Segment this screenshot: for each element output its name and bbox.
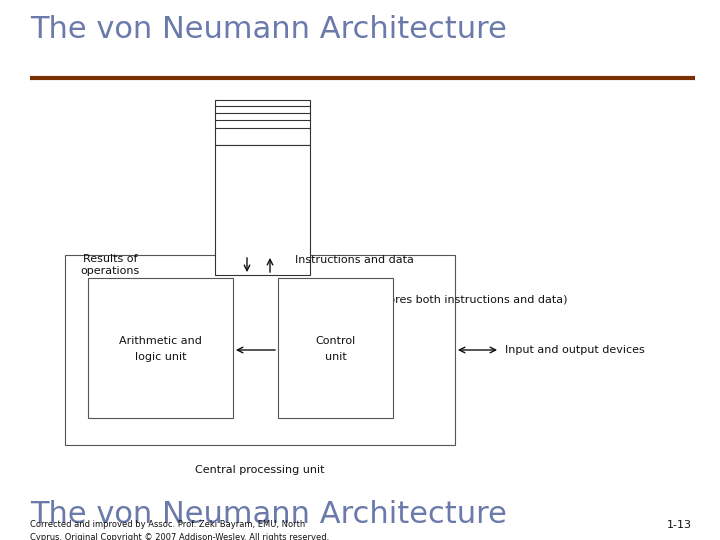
Text: Corrected and improved by Assoc. Prof. Zeki Bayram, EMU, North
Cyprus. Original : Corrected and improved by Assoc. Prof. Z… (30, 520, 329, 540)
Bar (215, 145, 310, 275)
Text: Control: Control (315, 336, 356, 346)
Text: 1-13: 1-13 (667, 520, 692, 530)
Text: The von Neumann Architecture: The von Neumann Architecture (30, 500, 507, 529)
Text: The von Neumann Architecture: The von Neumann Architecture (30, 15, 507, 44)
Bar (65, 255, 455, 445)
Text: Instructions and data: Instructions and data (295, 255, 414, 265)
Text: logic unit: logic unit (135, 352, 186, 362)
Text: Input and output devices: Input and output devices (505, 345, 644, 355)
Text: unit: unit (325, 352, 346, 362)
Text: Central processing unit: Central processing unit (195, 465, 325, 475)
Text: Results of
operations: Results of operations (81, 254, 140, 276)
Bar (88, 278, 233, 418)
Text: Arithmetic and: Arithmetic and (119, 336, 202, 346)
Bar (278, 278, 393, 418)
Bar (215, 100, 310, 145)
Text: Memory (stores both instructions and data): Memory (stores both instructions and dat… (325, 295, 567, 305)
